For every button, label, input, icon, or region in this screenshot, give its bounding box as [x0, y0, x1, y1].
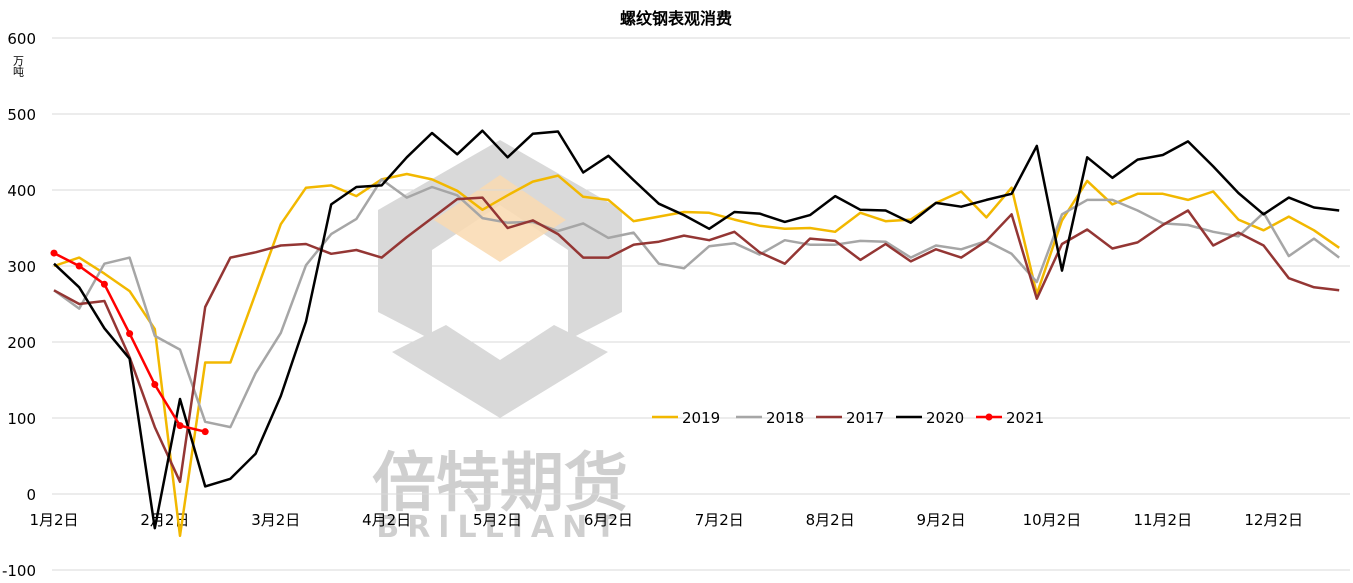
data-point-2021	[75, 262, 83, 270]
x-tick-label: 7月2日	[695, 511, 744, 529]
legend-label-2020: 2020	[926, 409, 964, 427]
legend-label-2018: 2018	[766, 409, 804, 427]
x-tick-label: 6月2日	[584, 511, 633, 529]
x-tick-label: 11月2日	[1133, 511, 1192, 529]
legend: 2019 2018 2017 2020 2021	[652, 409, 1044, 427]
watermark-subtext: BRILLIANT	[376, 510, 623, 545]
data-point-2021	[50, 249, 58, 257]
y-axis: -100 0 100 200 300 400 500 600 万吨	[2, 30, 36, 580]
legend-marker-2021	[985, 413, 993, 421]
y-tick-label: 400	[7, 182, 36, 200]
y-axis-unit-label: 万吨	[12, 55, 25, 77]
legend-label-2019: 2019	[682, 409, 720, 427]
y-tick-label: -100	[2, 562, 36, 579]
series-line-2019	[53, 172, 1340, 538]
x-tick-label: 8月2日	[806, 511, 855, 529]
data-point-2021	[201, 428, 209, 436]
legend-label-2021: 2021	[1006, 409, 1044, 427]
y-tick-label: 300	[7, 258, 36, 276]
x-axis: 1月2日 2月2日 3月2日 4月2日 5月2日 6月2日 7月2日 8月2日 9月2日 10月2…	[29, 511, 1303, 529]
x-tick-label: 5月2日	[473, 511, 522, 529]
series-line-2017	[53, 196, 1340, 484]
data-point-2021	[151, 381, 159, 389]
series-line-2018	[53, 178, 1340, 429]
x-tick-label: 10月2日	[1023, 511, 1082, 529]
data-point-2021	[176, 422, 184, 430]
x-tick-label: 12月2日	[1244, 511, 1303, 529]
gridlines	[52, 37, 1350, 571]
x-tick-label: 3月2日	[251, 511, 300, 529]
x-tick-label: 9月2日	[916, 511, 965, 529]
y-tick-label: 0	[26, 486, 36, 504]
data-point-2021	[100, 280, 108, 288]
series-group	[50, 129, 1340, 538]
y-tick-label: 100	[7, 410, 36, 428]
y-tick-label: 200	[7, 334, 36, 352]
x-tick-label: 4月2日	[362, 511, 411, 529]
watermark-text: 倍特期货	[372, 447, 628, 521]
chart-title: 螺纹钢表观消费	[620, 9, 732, 28]
x-tick-label: 1月2日	[29, 511, 78, 529]
series-line-2020	[53, 129, 1340, 530]
y-tick-label: 500	[7, 106, 36, 124]
watermark-logo-bottom	[392, 325, 608, 418]
y-tick-label: 600	[7, 30, 36, 48]
data-point-2021	[126, 330, 134, 338]
legend-label-2017: 2017	[846, 409, 884, 427]
